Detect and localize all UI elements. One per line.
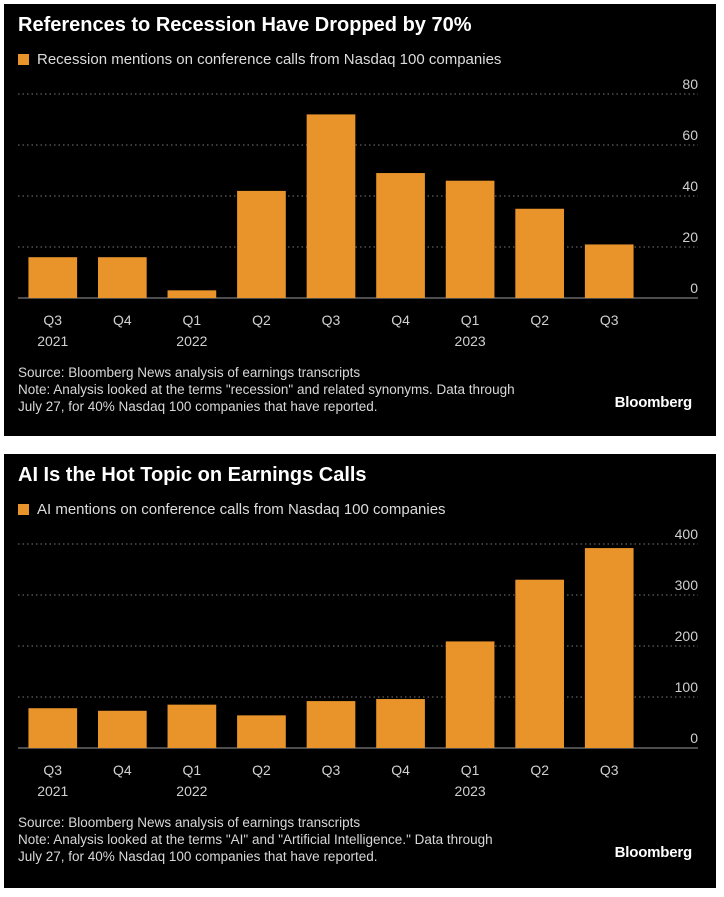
- x-tick-year-label: 2021: [37, 783, 68, 799]
- bar: [376, 699, 425, 748]
- y-tick-label: 400: [675, 526, 699, 542]
- bar: [97, 257, 147, 298]
- x-tick-label: Q2: [530, 312, 549, 328]
- legend-label: AI mentions on conference calls from Nas…: [37, 501, 446, 518]
- bar: [167, 704, 217, 748]
- bar: [28, 257, 78, 298]
- chart-legend: AI mentions on conference calls from Nas…: [18, 501, 446, 518]
- bar: [515, 208, 565, 298]
- y-tick-label: 20: [682, 229, 698, 245]
- y-tick-label: 300: [675, 577, 699, 593]
- ai-bar-chart: 0 100 200 300 400 Q3 2021 Q4 Q1 2022 Q2 Q3 Q4 Q1 2023 Q…: [18, 526, 699, 799]
- recession-bar-chart: 0 20 40 60 80 Q3 2021 Q4 Q1 2022 Q2 Q3 Q4 Q1 2023 Q2 Q3: [18, 76, 698, 349]
- x-tick-label: Q3: [43, 762, 62, 778]
- bar: [97, 710, 147, 748]
- y-tick-label: 60: [682, 127, 698, 143]
- x-tick-label: Q3: [322, 762, 341, 778]
- note-line: July 27, for 40% Nasdaq 100 companies th…: [18, 849, 378, 864]
- x-tick-label: Q3: [322, 312, 341, 328]
- source-line: Source: Bloomberg News analysis of earni…: [18, 815, 361, 830]
- legend-swatch: [18, 504, 29, 515]
- chart-legend: Recession mentions on conference calls f…: [18, 51, 501, 68]
- bloomberg-logo: Bloomberg: [614, 844, 693, 861]
- x-tick-year-label: 2021: [37, 333, 68, 349]
- source-note: Source: Bloomberg News analysis of earni…: [18, 364, 598, 415]
- note-line: July 27, for 40% Nasdaq 100 companies th…: [18, 399, 378, 414]
- x-tick-label: Q4: [391, 762, 410, 778]
- x-tick-label: Q4: [113, 762, 132, 778]
- bar: [445, 180, 495, 298]
- x-tick-year-label: 2022: [176, 783, 207, 799]
- x-tick-label: Q1: [183, 762, 202, 778]
- ai-chart-panel: AI Is the Hot Topic on Earnings Calls AI…: [4, 454, 716, 888]
- x-tick-label: Q4: [113, 312, 132, 328]
- source-line: Source: Bloomberg News analysis of earni…: [18, 365, 361, 380]
- bar: [584, 548, 634, 748]
- bar: [306, 114, 356, 299]
- chart-title: References to Recession Have Dropped by …: [18, 14, 472, 36]
- bar: [376, 173, 425, 298]
- legend-swatch: [18, 54, 29, 65]
- legend-label: Recession mentions on conference calls f…: [37, 51, 502, 68]
- note-line: Note: Analysis looked at the terms "AI" …: [18, 832, 493, 847]
- x-tick-label: Q2: [252, 762, 271, 778]
- y-tick-label: 100: [675, 679, 699, 695]
- x-tick-label: Q1: [461, 312, 480, 328]
- source-note: Source: Bloomberg News analysis of earni…: [18, 814, 598, 865]
- bar: [237, 190, 286, 298]
- x-tick-label: Q2: [252, 312, 271, 328]
- x-tick-label: Q3: [600, 762, 619, 778]
- x-tick-label: Q2: [530, 762, 549, 778]
- x-tick-label: Q3: [600, 312, 619, 328]
- bar: [306, 701, 356, 748]
- chart-title: AI Is the Hot Topic on Earnings Calls: [18, 464, 367, 486]
- bar: [584, 244, 634, 298]
- x-tick-year-label: 2022: [176, 333, 207, 349]
- bar: [237, 715, 286, 748]
- y-tick-label: 40: [682, 178, 698, 194]
- x-tick-label: Q1: [183, 312, 202, 328]
- x-tick-label: Q1: [461, 762, 480, 778]
- bar: [515, 579, 565, 748]
- y-tick-label: 0: [690, 280, 698, 296]
- x-tick-year-label: 2023: [455, 783, 486, 799]
- bar: [445, 641, 495, 748]
- y-tick-label: 80: [682, 76, 698, 92]
- note-line: Note: Analysis looked at the terms "rece…: [18, 382, 515, 397]
- bloomberg-logo: Bloomberg: [614, 394, 693, 411]
- recession-chart-panel: References to Recession Have Dropped by …: [4, 4, 716, 436]
- y-tick-label: 0: [690, 730, 698, 746]
- x-tick-label: Q4: [391, 312, 410, 328]
- y-tick-label: 200: [675, 628, 699, 644]
- bar: [167, 290, 217, 298]
- x-tick-year-label: 2023: [455, 333, 486, 349]
- x-tick-label: Q3: [43, 312, 62, 328]
- bar: [28, 708, 78, 748]
